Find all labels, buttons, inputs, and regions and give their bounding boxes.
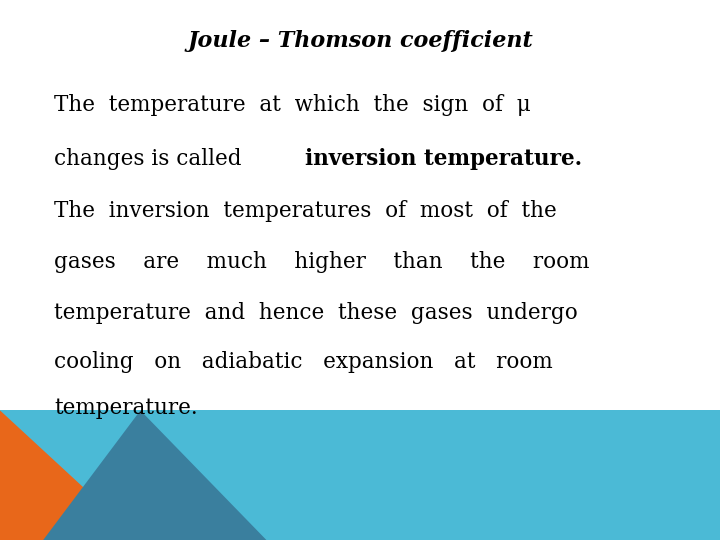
- Polygon shape: [0, 410, 720, 540]
- Text: inversion temperature.: inversion temperature.: [305, 148, 582, 170]
- Text: temperature.: temperature.: [54, 397, 197, 418]
- Text: gases    are    much    higher    than    the    room: gases are much higher than the room: [54, 251, 590, 273]
- Polygon shape: [0, 410, 140, 540]
- Text: cooling   on   adiabatic   expansion   at   room: cooling on adiabatic expansion at room: [54, 351, 553, 373]
- Text: temperature  and  hence  these  gases  undergo: temperature and hence these gases underg…: [54, 302, 577, 324]
- Text: changes is called: changes is called: [54, 148, 248, 170]
- Text: The  inversion  temperatures  of  most  of  the: The inversion temperatures of most of th…: [54, 200, 557, 221]
- Polygon shape: [43, 410, 266, 540]
- Text: Joule – Thomson coefficient: Joule – Thomson coefficient: [187, 30, 533, 51]
- Text: The  temperature  at  which  the  sign  of  μ: The temperature at which the sign of μ: [54, 94, 531, 116]
- Text: changes is called ​​​​​​​​​​​​​​​​​​​​​​inversion temperature.: changes is called ​​​​​​​​​​​​​​​​​​​​​​…: [54, 148, 545, 170]
